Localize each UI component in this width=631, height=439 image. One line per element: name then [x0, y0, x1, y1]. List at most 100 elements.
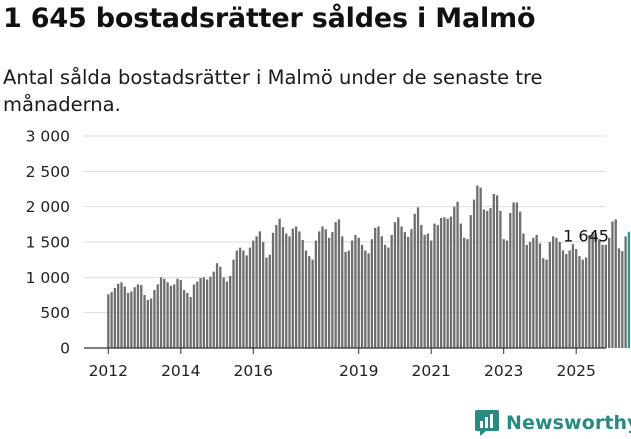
- bar: [219, 266, 222, 348]
- bar: [212, 271, 215, 348]
- newsworthy-chart-icon: [475, 410, 499, 436]
- bar: [459, 223, 463, 348]
- bar: [598, 239, 601, 348]
- bar: [367, 253, 370, 348]
- bar: [265, 257, 268, 348]
- bar: [512, 202, 515, 348]
- bar: [248, 247, 252, 348]
- bar: [423, 234, 426, 348]
- bar: [314, 240, 318, 348]
- bar: [621, 251, 624, 348]
- bar: [387, 247, 390, 348]
- bar: [486, 210, 489, 348]
- bar: [532, 237, 535, 348]
- bar: [123, 286, 126, 348]
- bar: [370, 239, 374, 348]
- bar: [143, 295, 146, 348]
- bar: [519, 211, 522, 348]
- bar: [229, 275, 232, 348]
- bar: [390, 234, 393, 348]
- bar: [232, 259, 235, 348]
- bar-highlight: [627, 231, 631, 348]
- bar: [542, 258, 545, 348]
- bar: [327, 237, 331, 348]
- bar: [456, 201, 459, 348]
- y-tick-label: 0: [60, 340, 70, 358]
- bar: [453, 206, 456, 348]
- bar: [235, 250, 238, 348]
- x-tick-label: 2014: [161, 362, 200, 380]
- bar: [538, 243, 542, 348]
- bar: [433, 223, 436, 348]
- bar: [350, 240, 354, 348]
- x-axis: 2012 2014 2016 2019 2021 2023 2025: [84, 347, 606, 380]
- bar: [463, 237, 466, 348]
- bar: [525, 244, 528, 348]
- bar: [383, 244, 387, 348]
- bar: [169, 285, 173, 348]
- bar: [436, 225, 439, 348]
- bar: [281, 227, 285, 348]
- bar: [535, 234, 538, 348]
- bar: [258, 231, 262, 348]
- bar: [591, 232, 594, 348]
- bar: [196, 281, 199, 348]
- bar: [222, 277, 225, 348]
- bar: [166, 282, 169, 348]
- bar: [555, 237, 558, 348]
- bar: [344, 251, 347, 348]
- bar: [110, 292, 113, 348]
- bar: [107, 294, 110, 348]
- bar: [347, 250, 350, 348]
- y-tick-label: 2 500: [26, 163, 70, 181]
- x-tick-label: 2021: [411, 362, 450, 380]
- bar: [443, 217, 446, 348]
- bar: [403, 232, 406, 348]
- bar: [354, 234, 357, 348]
- bar: [130, 291, 133, 348]
- bar: [120, 282, 123, 348]
- brand-logo: Newsworthy: [474, 408, 631, 438]
- bar: [624, 236, 627, 348]
- bar: [614, 219, 617, 348]
- bar: [515, 202, 519, 348]
- bar: [225, 281, 229, 348]
- chart-title: 1 645 bostadsrätter såldes i Malmö: [3, 3, 536, 34]
- bar: [380, 236, 383, 348]
- bar: [113, 287, 117, 348]
- bar: [133, 287, 136, 348]
- bar: [604, 244, 607, 348]
- bar: [186, 292, 189, 348]
- bar: [551, 236, 555, 348]
- bar: [334, 222, 337, 348]
- bar: [565, 254, 568, 348]
- bar: [479, 187, 482, 348]
- bar: [341, 236, 344, 348]
- bar: [268, 254, 271, 348]
- bar: [288, 236, 291, 348]
- bar: [489, 208, 492, 348]
- bar: [607, 237, 611, 348]
- bar: [252, 240, 255, 348]
- bar: [298, 231, 301, 348]
- bar: [505, 240, 509, 348]
- bar: [337, 219, 341, 348]
- bar: [242, 250, 245, 348]
- bar: [275, 225, 278, 348]
- bar: [262, 242, 265, 348]
- bar: [568, 250, 571, 348]
- bar: [430, 240, 433, 348]
- bar: [238, 247, 242, 348]
- bar: [285, 233, 288, 348]
- bar: [499, 210, 502, 348]
- y-tick-label: 1 500: [26, 234, 70, 252]
- annotation: 1 645: [563, 227, 609, 246]
- bar: [416, 207, 420, 348]
- bar: [601, 244, 604, 348]
- bar: [360, 244, 364, 348]
- bar: [492, 193, 495, 348]
- bar: [588, 234, 591, 348]
- bar: [308, 256, 311, 348]
- bar: [377, 226, 380, 348]
